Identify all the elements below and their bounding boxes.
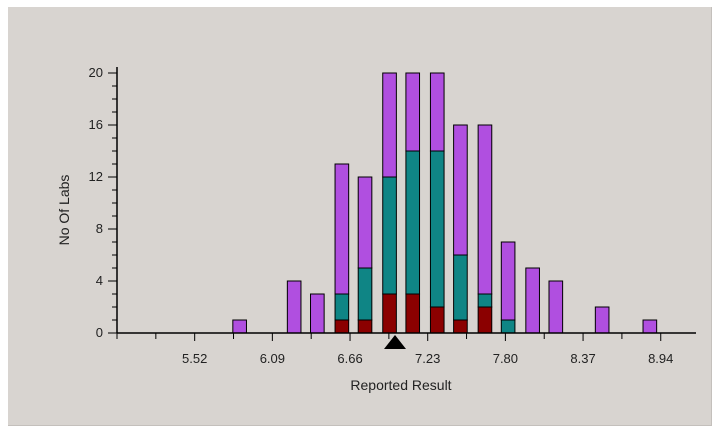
bar-bin-4-series-1 — [357, 267, 373, 321]
x-tick-label: 7.80 — [493, 351, 518, 366]
bar-bin-9-series-2 — [477, 124, 493, 295]
x-tick-label: 5.52 — [182, 351, 207, 366]
x-axis-title: Reported Result — [350, 377, 451, 393]
bar-bin-6-series-2 — [405, 72, 421, 152]
bar-bin-2-series-2 — [310, 293, 325, 334]
bar-bin-10-series-1 — [500, 319, 516, 334]
x-tick-label: 6.66 — [337, 351, 362, 366]
y-tick-label: 8 — [96, 221, 103, 236]
bar-bin-5-series-1 — [382, 176, 397, 295]
y-axis-title: No Of Labs — [56, 175, 72, 246]
bar-bin-6-series-1 — [405, 150, 421, 295]
bar-bin-4-series-0 — [357, 319, 373, 334]
bar-bin-10-series-2 — [500, 241, 516, 321]
bar-bin-7-series-1 — [429, 150, 445, 308]
bar-bin-11-series-2 — [525, 267, 540, 334]
bar-bin-9-series-0 — [477, 306, 493, 334]
bar-bin-5-series-2 — [382, 72, 397, 178]
bar-bin-14-series-2 — [642, 319, 658, 334]
bar-bin-3-series-0 — [334, 319, 350, 334]
y-tick-label: 16 — [89, 117, 103, 132]
bars-layer — [232, 72, 658, 334]
y-tick-label: 12 — [89, 169, 103, 184]
bar-bin-8-series-1 — [453, 254, 468, 321]
bar-bin-8-series-0 — [453, 319, 468, 334]
y-tick-label: 4 — [96, 273, 103, 288]
bar-bin-3-series-2 — [334, 163, 350, 295]
chart-panel: 0 4 8 12 16 20 5.52 6.09 6.66 7.23 7.80 8.37 8.94 Re… — [8, 7, 712, 426]
axes-layer: 0 4 8 12 16 20 5.52 6.09 6.66 7.23 7.80 8.37 8.94 — [89, 65, 696, 366]
bar-bin-7-series-0 — [429, 306, 445, 334]
x-tick-label: 7.23 — [415, 351, 440, 366]
x-tick-label: 8.37 — [570, 351, 595, 366]
bar-bin-4-series-2 — [357, 176, 373, 269]
bar-bin-1-series-2 — [286, 280, 302, 334]
assigned-value-marker — [384, 335, 407, 349]
x-tick-label: 8.94 — [648, 351, 673, 366]
bar-bin-8-series-2 — [453, 124, 468, 256]
bar-bin-0-series-2 — [232, 319, 247, 334]
bar-bin-13-series-2 — [594, 306, 610, 334]
x-tick-label: 6.09 — [260, 351, 285, 366]
y-tick-label: 0 — [96, 325, 103, 340]
bar-bin-5-series-0 — [382, 293, 397, 334]
bar-bin-7-series-2 — [429, 72, 445, 152]
histogram-chart: 0 4 8 12 16 20 5.52 6.09 6.66 7.23 7.80 8.37 8.94 Re… — [56, 65, 696, 393]
bar-bin-3-series-1 — [334, 293, 350, 321]
y-tick-label: 20 — [89, 65, 103, 80]
bar-bin-6-series-0 — [405, 293, 421, 334]
bar-bin-9-series-1 — [477, 293, 493, 308]
bar-bin-12-series-2 — [548, 280, 564, 334]
